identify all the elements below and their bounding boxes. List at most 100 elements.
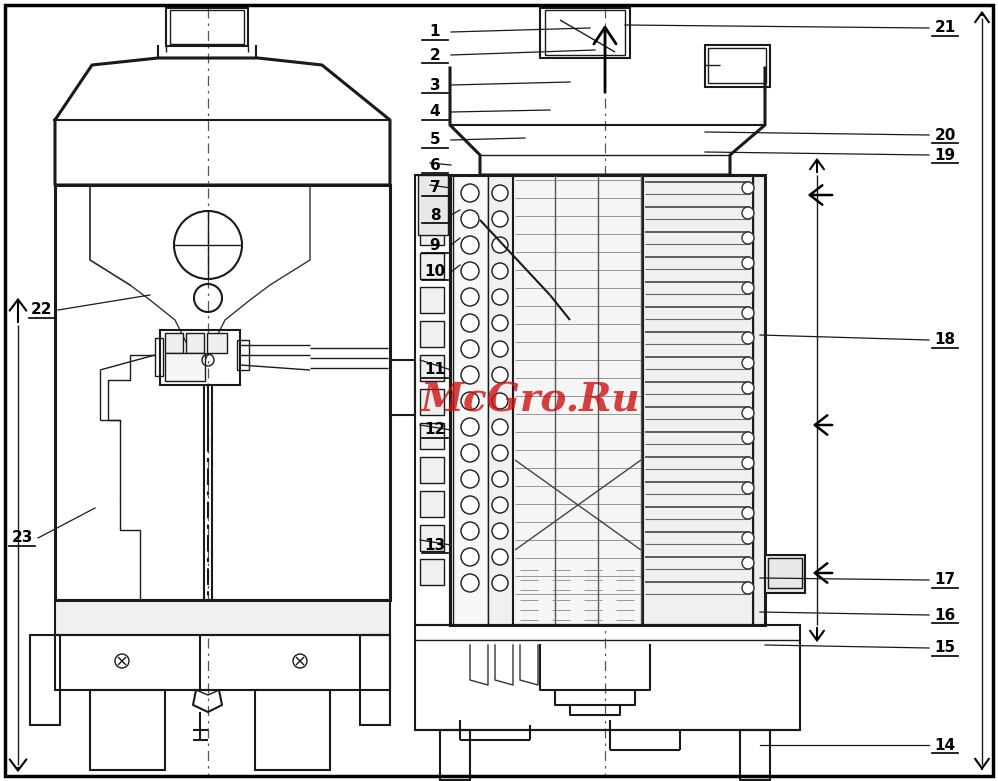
Circle shape (461, 314, 479, 332)
Bar (420, 457, 444, 483)
Circle shape (742, 232, 754, 244)
Bar (166, 8, 248, 46)
Text: 23: 23 (11, 530, 33, 545)
Bar (55, 185, 390, 600)
Bar (513, 175, 643, 625)
Bar (420, 355, 444, 381)
Circle shape (492, 315, 508, 331)
Circle shape (742, 582, 754, 594)
Bar (420, 389, 444, 415)
Circle shape (492, 393, 508, 409)
Bar (155, 338, 163, 376)
Circle shape (461, 288, 479, 306)
Circle shape (492, 445, 508, 461)
Circle shape (742, 257, 754, 269)
Bar (207, 333, 227, 353)
Bar (420, 287, 444, 313)
Text: 15: 15 (934, 640, 955, 655)
Circle shape (742, 432, 754, 444)
Bar (415, 175, 450, 625)
Bar (708, 48, 766, 83)
Circle shape (492, 341, 508, 357)
Circle shape (742, 457, 754, 469)
Text: McGro.Ru: McGro.Ru (420, 381, 640, 419)
Text: 19: 19 (934, 148, 955, 162)
Circle shape (742, 482, 754, 494)
Bar (440, 730, 470, 780)
Circle shape (461, 366, 479, 384)
Bar (453, 175, 488, 625)
Text: 3: 3 (430, 77, 440, 92)
Text: 12: 12 (424, 423, 446, 437)
Circle shape (742, 357, 754, 369)
Circle shape (492, 263, 508, 279)
Circle shape (461, 444, 479, 462)
Bar (55, 635, 390, 690)
Bar (420, 559, 444, 585)
Circle shape (461, 496, 479, 514)
Text: 4: 4 (430, 105, 440, 119)
Text: 11: 11 (424, 362, 445, 377)
Circle shape (742, 282, 754, 294)
Bar (55, 600, 390, 635)
Bar (30, 635, 60, 725)
Bar (420, 491, 444, 517)
Bar (420, 219, 444, 245)
Circle shape (461, 522, 479, 540)
Circle shape (742, 182, 754, 194)
Text: 5: 5 (430, 133, 440, 148)
Circle shape (742, 407, 754, 419)
Text: 21: 21 (934, 20, 956, 35)
Bar (237, 340, 249, 370)
Bar (420, 525, 444, 551)
Bar (545, 10, 625, 55)
Text: 1: 1 (430, 24, 440, 40)
Circle shape (492, 523, 508, 539)
Circle shape (492, 237, 508, 253)
Circle shape (461, 418, 479, 436)
Bar (255, 690, 330, 770)
Text: 10: 10 (424, 265, 445, 280)
Text: 7: 7 (430, 180, 440, 195)
Bar (415, 625, 800, 730)
Text: 20: 20 (934, 127, 956, 142)
Circle shape (461, 184, 479, 202)
Bar (160, 330, 240, 385)
Text: 8: 8 (430, 208, 440, 223)
Bar (540, 8, 630, 58)
Text: 6: 6 (429, 158, 440, 173)
Bar (768, 558, 802, 588)
Circle shape (492, 419, 508, 435)
Circle shape (461, 574, 479, 592)
Circle shape (492, 497, 508, 513)
Circle shape (742, 307, 754, 319)
Bar (418, 175, 448, 235)
Text: 16: 16 (934, 608, 956, 622)
Circle shape (461, 392, 479, 410)
Circle shape (742, 207, 754, 219)
Circle shape (742, 332, 754, 344)
Bar (753, 175, 765, 625)
Bar (420, 185, 444, 211)
Circle shape (742, 532, 754, 544)
Text: 9: 9 (430, 237, 440, 252)
Text: 13: 13 (424, 537, 445, 552)
Bar (186, 333, 204, 353)
Text: 17: 17 (934, 572, 955, 587)
Bar (420, 253, 444, 279)
Bar (165, 353, 205, 381)
Circle shape (461, 340, 479, 358)
Bar (740, 730, 770, 780)
Bar (420, 321, 444, 347)
Bar (360, 635, 390, 725)
Circle shape (492, 575, 508, 591)
Circle shape (461, 236, 479, 254)
Circle shape (461, 470, 479, 488)
Bar (488, 175, 513, 625)
Bar (450, 175, 765, 625)
Circle shape (461, 548, 479, 566)
Text: 22: 22 (31, 302, 53, 318)
Circle shape (742, 382, 754, 394)
Circle shape (492, 367, 508, 383)
Circle shape (492, 549, 508, 565)
